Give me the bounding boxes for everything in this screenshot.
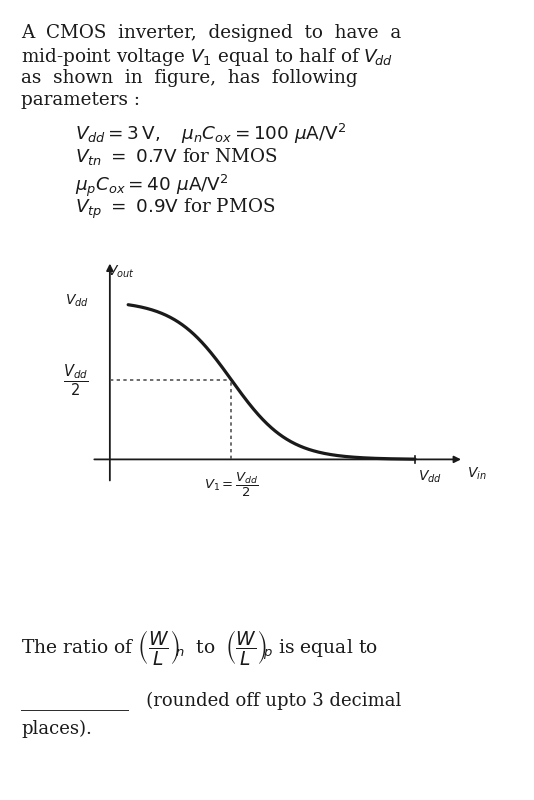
Text: $V_{dd}$: $V_{dd}$ bbox=[65, 292, 89, 309]
Text: parameters :: parameters : bbox=[21, 91, 140, 110]
Text: $V_{in}$: $V_{in}$ bbox=[467, 466, 486, 482]
Text: $V_{dd} = 3\,\mathrm{V},\quad \mu_n C_{ox} = 100\ \mu\mathrm{A/V}^2$: $V_{dd} = 3\,\mathrm{V},\quad \mu_n C_{o… bbox=[75, 122, 346, 146]
Text: $\dfrac{V_{dd}}{2}$: $\dfrac{V_{dd}}{2}$ bbox=[63, 362, 89, 398]
Text: $V_{tp}\ =\ 0.9\mathrm{V}$ for PMOS: $V_{tp}\ =\ 0.9\mathrm{V}$ for PMOS bbox=[75, 197, 275, 221]
Text: $V_1 = \dfrac{V_{dd}}{2}$: $V_1 = \dfrac{V_{dd}}{2}$ bbox=[204, 470, 259, 498]
Text: ____________   (rounded off upto 3 decimal: ____________ (rounded off upto 3 decimal bbox=[21, 692, 402, 711]
Text: places).: places). bbox=[21, 720, 92, 738]
Text: A  CMOS  inverter,  designed  to  have  a: A CMOS inverter, designed to have a bbox=[21, 24, 402, 42]
Text: as  shown  in  figure,  has  following: as shown in figure, has following bbox=[21, 69, 358, 86]
Text: $\mu_p C_{ox} = 40\ \mu\mathrm{A/V}^2$: $\mu_p C_{ox} = 40\ \mu\mathrm{A/V}^2$ bbox=[75, 173, 228, 199]
Text: $V_{out}$: $V_{out}$ bbox=[107, 264, 135, 280]
Text: mid-point voltage $V_{\mathsf{1}}$ equal to half of $V_{\!dd}$: mid-point voltage $V_{\mathsf{1}}$ equal… bbox=[21, 46, 393, 69]
Text: The ratio of $\left(\dfrac{W}{L}\right)_{\!\!n}$$\;$ to $\;\left(\dfrac{W}{L}\ri: The ratio of $\left(\dfrac{W}{L}\right)_… bbox=[21, 628, 378, 667]
Text: $V_{dd}$: $V_{dd}$ bbox=[418, 469, 442, 486]
Text: $V_{tn}\ =\ 0.7\mathrm{V}$ for NMOS: $V_{tn}\ =\ 0.7\mathrm{V}$ for NMOS bbox=[75, 146, 277, 166]
